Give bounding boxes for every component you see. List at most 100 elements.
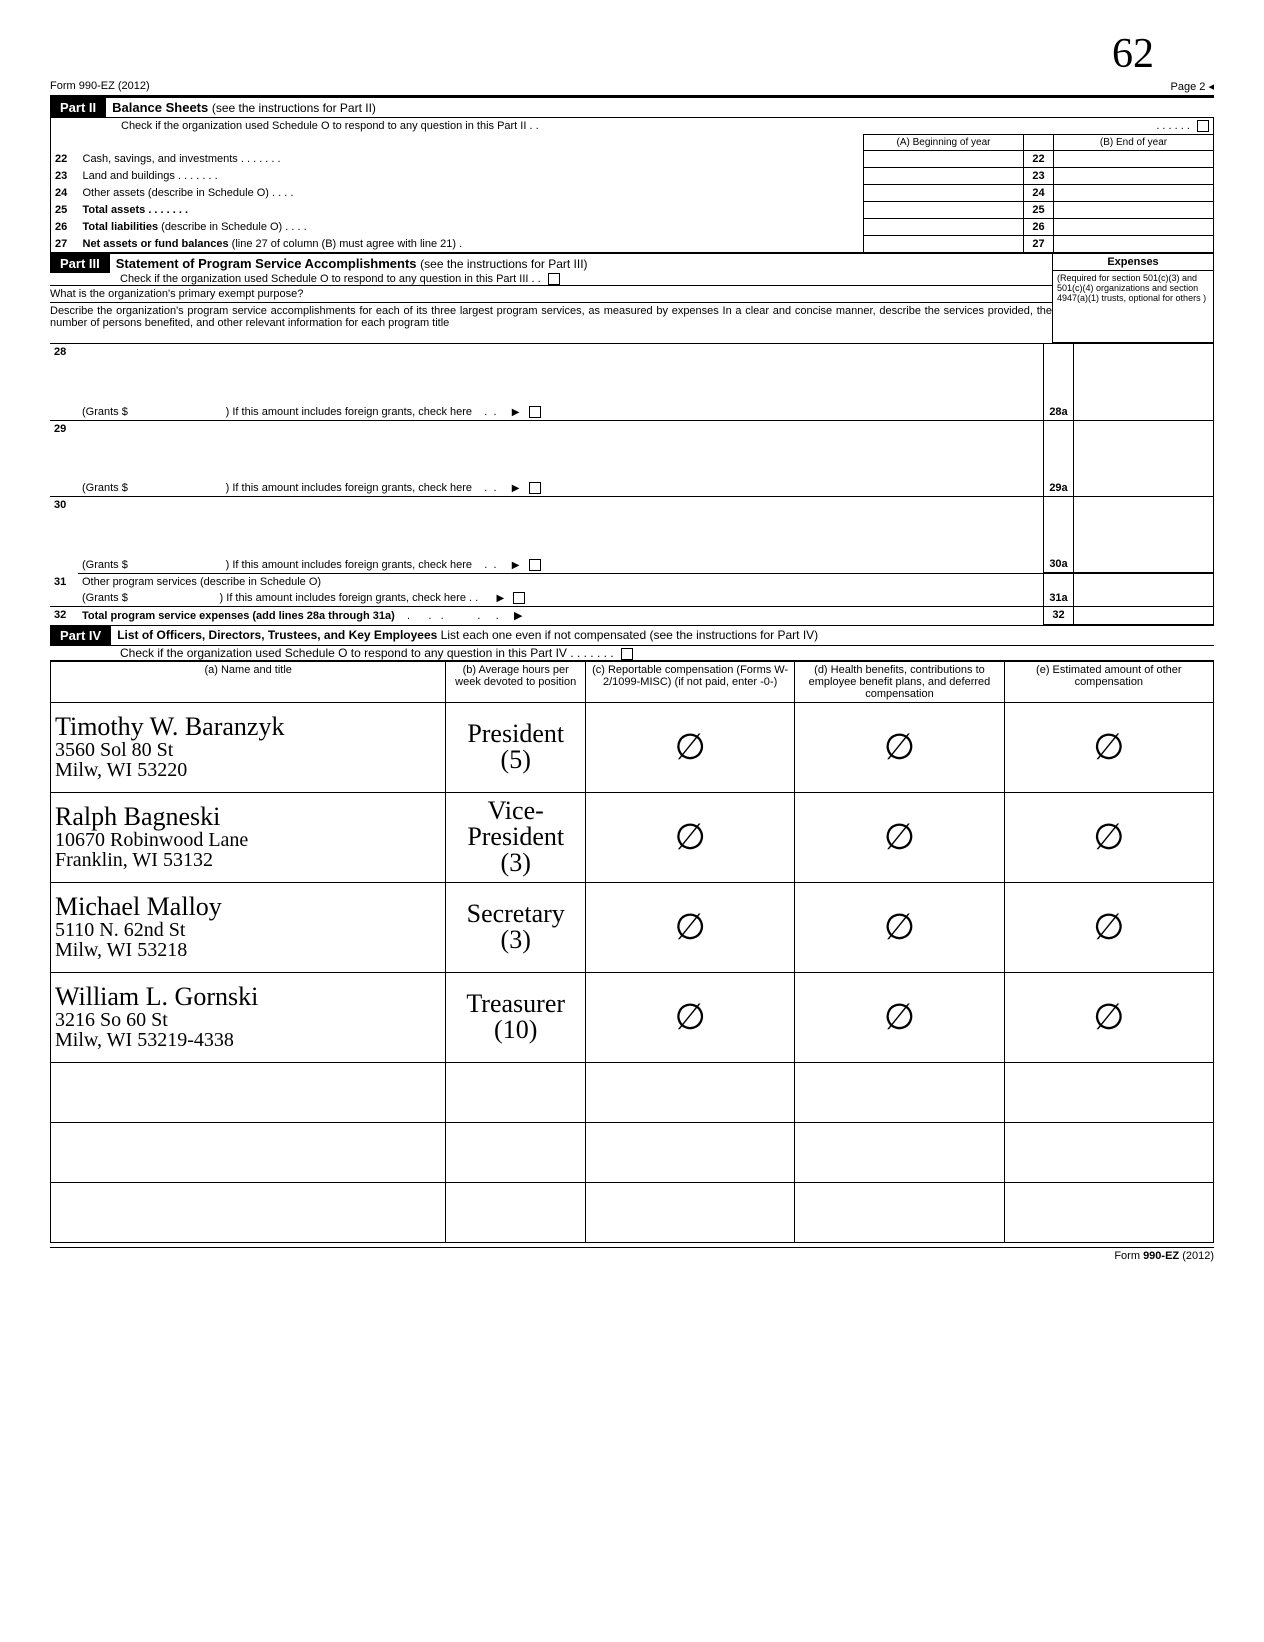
line-32-num: 32 xyxy=(50,607,78,625)
box-32: 32 xyxy=(1044,607,1074,625)
part4-label: Part IV xyxy=(50,626,111,645)
form-header: Form 990-EZ (2012) Page 2 ◂ xyxy=(50,78,1214,97)
hdr-a: (a) Name and title xyxy=(51,661,446,702)
hdr-c: (c) Reportable compensation (Forms W-2/1… xyxy=(585,661,794,702)
line-num: 26 xyxy=(51,219,79,236)
prog-num: 30 xyxy=(50,497,78,557)
officer-other: ∅ xyxy=(1004,702,1213,792)
foreign-chk[interactable] xyxy=(529,482,541,494)
amt-31a xyxy=(1074,574,1214,607)
footer: Form 990-EZ (2012) xyxy=(50,1247,1214,1262)
part4-bar: Part IV List of Officers, Directors, Tru… xyxy=(50,625,1214,646)
line-desc: Land and buildings . . . . . . . xyxy=(79,168,864,185)
col-b-val xyxy=(1054,236,1214,253)
col-b-val xyxy=(1054,168,1214,185)
part3-title: Statement of Program Service Accomplishm… xyxy=(110,256,588,271)
part2-bar: Part II Balance Sheets (see the instruct… xyxy=(50,97,1214,118)
foreign-chk[interactable] xyxy=(529,559,541,571)
expenses-header: Expenses xyxy=(1052,253,1214,271)
officer-title: President(5) xyxy=(446,702,586,792)
part3-checkbox[interactable] xyxy=(548,273,560,285)
prog-amt xyxy=(1074,344,1214,421)
grants-line: (Grants $ ) If this amount includes fore… xyxy=(78,404,1044,421)
line-num: 25 xyxy=(51,202,79,219)
line-31-num: 31 xyxy=(50,574,78,591)
col-a-val xyxy=(864,219,1024,236)
chk-31[interactable] xyxy=(513,592,525,604)
line-box: 26 xyxy=(1024,219,1054,236)
officer-benefits: ∅ xyxy=(795,702,1004,792)
officer-benefits: ∅ xyxy=(795,972,1004,1062)
officer-comp: ∅ xyxy=(585,792,794,882)
part4-check: Check if the organization used Schedule … xyxy=(120,646,614,660)
page-label: Page 2 ◂ xyxy=(1171,80,1214,93)
hdr-b: (b) Average hours per week devoted to po… xyxy=(446,661,586,702)
prog-box: 28a xyxy=(1044,344,1074,421)
line-32: Total program service expenses (add line… xyxy=(82,610,395,622)
line-31: Other program services (describe in Sche… xyxy=(78,574,1044,591)
prog-desc xyxy=(78,497,1044,557)
hdr-e: (e) Estimated amount of other compensati… xyxy=(1004,661,1213,702)
col-a-val xyxy=(864,185,1024,202)
officer-other: ∅ xyxy=(1004,792,1213,882)
part3-label: Part III xyxy=(50,254,110,273)
prog-box: 30a xyxy=(1044,497,1074,573)
grants-line: (Grants $ ) If this amount includes fore… xyxy=(78,557,1044,573)
officer-title: Treasurer(10) xyxy=(446,972,586,1062)
line-num: 23 xyxy=(51,168,79,185)
prog-amt xyxy=(1074,420,1214,497)
part3-check: Check if the organization used Schedule … xyxy=(120,273,541,285)
line-box: 23 xyxy=(1024,168,1054,185)
line-box: 25 xyxy=(1024,202,1054,219)
line-desc: Net assets or fund balances (line 27 of … xyxy=(79,236,864,253)
officer-benefits: ∅ xyxy=(795,882,1004,972)
officer-comp: ∅ xyxy=(585,972,794,1062)
col-b-val xyxy=(1054,185,1214,202)
grants-line: (Grants $ ) If this amount includes fore… xyxy=(78,480,1044,497)
officer-comp: ∅ xyxy=(585,702,794,792)
officer-other: ∅ xyxy=(1004,882,1213,972)
part3-rows: 2828a(Grants $ ) If this amount includes… xyxy=(50,343,1214,573)
officer-benefits: ∅ xyxy=(795,792,1004,882)
officer-name: Ralph Bagneski10670 Robinwood LaneFrankl… xyxy=(51,792,446,882)
officer-other: ∅ xyxy=(1004,972,1213,1062)
prog-desc xyxy=(78,344,1044,404)
expenses-note: (Required for section 501(c)(3) and 501(… xyxy=(1052,271,1214,343)
part2-label: Part II xyxy=(50,98,106,117)
line-desc: Total assets . . . . . . . xyxy=(79,202,864,219)
handwritten-top: 62 xyxy=(50,30,1214,78)
officer-name: Timothy W. Baranzyk3560 Sol 80 StMilw, W… xyxy=(51,702,446,792)
prog-num: 29 xyxy=(50,420,78,480)
foreign-chk[interactable] xyxy=(529,406,541,418)
col-a-val xyxy=(864,151,1024,168)
officer-comp: ∅ xyxy=(585,882,794,972)
box-31a: 31a xyxy=(1044,574,1074,607)
col-a-val xyxy=(864,236,1024,253)
officer-title: Secretary(3) xyxy=(446,882,586,972)
exempt-purpose: What is the organization's primary exemp… xyxy=(50,286,1052,303)
part3-summary: 31 Other program services (describe in S… xyxy=(50,573,1214,625)
form-line: Form 990-EZ (2012) xyxy=(50,80,150,93)
line-box: 24 xyxy=(1024,185,1054,202)
part3-desc: Describe the organization's program serv… xyxy=(50,303,1052,331)
officer-name: Michael Malloy5110 N. 62nd StMilw, WI 53… xyxy=(51,882,446,972)
prog-box: 29a xyxy=(1044,420,1074,497)
prog-amt xyxy=(1074,497,1214,573)
part2-table: Check if the organization used Schedule … xyxy=(50,118,1214,253)
part4-title: List of Officers, Directors, Trustees, a… xyxy=(111,628,818,642)
line-box: 27 xyxy=(1024,236,1054,253)
col-a-val xyxy=(864,202,1024,219)
line-num: 22 xyxy=(51,151,79,168)
col-a-val xyxy=(864,168,1024,185)
col-b-val xyxy=(1054,219,1214,236)
line-desc: Other assets (describe in Schedule O) . … xyxy=(79,185,864,202)
col-b-header: (B) End of year xyxy=(1054,135,1214,151)
part2-title: Balance Sheets (see the instructions for… xyxy=(106,100,376,115)
amt-32 xyxy=(1074,607,1214,625)
part2-checkbox[interactable] xyxy=(1197,120,1209,132)
part4-checkbox[interactable] xyxy=(621,648,633,660)
col-a-header: (A) Beginning of year xyxy=(864,135,1024,151)
line-desc: Cash, savings, and investments . . . . .… xyxy=(79,151,864,168)
line-box: 22 xyxy=(1024,151,1054,168)
officers-table: (a) Name and title (b) Average hours per… xyxy=(50,661,1214,1243)
